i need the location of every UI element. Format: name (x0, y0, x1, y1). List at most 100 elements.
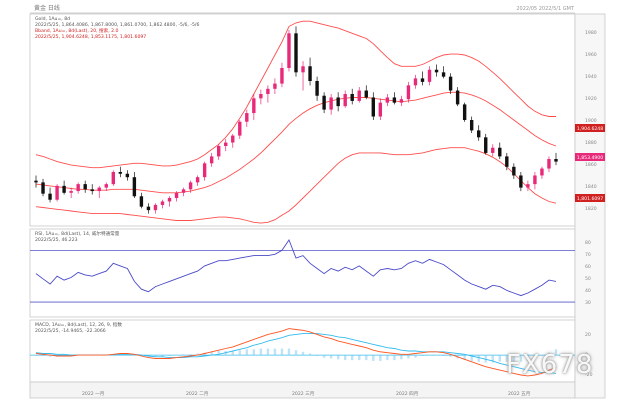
candle-body (224, 142, 228, 146)
macd-panel (29, 319, 576, 383)
macd-legend-line: 2022/5/25, -14.9465, -22.3066 (35, 328, 106, 334)
candle-body (533, 175, 537, 185)
macd-histogram-bar (400, 355, 403, 360)
candle-body (336, 97, 340, 107)
rsi-legend: RSI, 1Au=, 8d(Last), 14, 威尔特通常量 2022/5/2… (35, 230, 120, 243)
macd-histogram-bar (343, 355, 347, 361)
candle-body (188, 182, 193, 190)
macd-histogram-bar (526, 355, 530, 361)
candle-body (202, 163, 207, 178)
macd-histogram-bar (238, 350, 241, 356)
candle-body (505, 156, 509, 167)
candle-body (146, 206, 151, 211)
macd-histogram-bar (336, 355, 340, 360)
macd-histogram-bar (266, 348, 270, 356)
x-axis-months: 2022 一月 2022 二月 2022 三月 2022 四月 2022 五月 (82, 391, 530, 397)
candle-body (83, 184, 87, 190)
candle-body (547, 159, 551, 169)
macd-histogram-bar (358, 355, 361, 361)
main-y-tick: 1880 (585, 140, 597, 146)
macd-histogram-bar (505, 355, 509, 362)
rsi-panel (29, 228, 576, 318)
macd-histogram-bar (34, 355, 38, 356)
macd-histogram-bar (294, 350, 298, 356)
macd-histogram-bar (189, 354, 192, 356)
main-legend-line: Gold, 1Au=, 8d (35, 16, 70, 22)
candle-body (125, 173, 130, 178)
candle-body (41, 182, 45, 194)
macd-series (30, 328, 575, 377)
macd-histogram-bar (245, 349, 249, 356)
macd-histogram-bar (547, 352, 551, 356)
main-y-tick: 1920 (585, 96, 597, 102)
macd-histogram-bar (182, 354, 185, 356)
x-axis-month: 2022 三月 (292, 391, 314, 397)
macd-histogram-bar (372, 355, 375, 361)
rsi-legend-line: RSI, 1Au=, 8d(Last), 14, 威尔特通常量 (35, 230, 120, 237)
candle-body (512, 166, 516, 176)
last-price-tag: 1,853.4900 (575, 153, 605, 161)
candle-body (350, 94, 354, 101)
candle-body (231, 135, 235, 143)
candle-body (427, 69, 432, 82)
candle-body (76, 184, 80, 192)
rsi-y-tick: 50 (585, 276, 591, 282)
candle-body (181, 189, 186, 193)
rsi-line (35, 239, 557, 297)
candle-body (484, 137, 488, 153)
macd-y-tick: -20 (585, 372, 593, 378)
macd-histogram-bar (414, 355, 417, 358)
candle-body (378, 102, 383, 117)
macd-histogram-bar (273, 348, 277, 356)
macd-histogram-bar (41, 355, 45, 356)
candle-body (174, 192, 179, 198)
upper-band-tag: 1,904.6248 (575, 124, 605, 132)
candle-body (477, 130, 481, 138)
macd-histogram-bar (386, 355, 389, 361)
rsi-y-tick: 60 (585, 264, 591, 270)
header-date-range: 2022/05 2022/5/1 GMT (516, 6, 575, 12)
candle-body (315, 81, 319, 96)
macd-histogram-bar (231, 351, 234, 356)
macd-legend: MACD, 1Au=, 8d(Last), 12, 26, 9, 指数 2022… (35, 321, 122, 334)
main-legend-line: 2022/5/25, 1,864.4086, 1,867.8000, 1,861… (35, 22, 199, 28)
macd-histogram-bar (554, 349, 558, 356)
macd-histogram-bar (259, 348, 263, 356)
candle-body (195, 177, 200, 183)
macd-histogram-bar (442, 355, 445, 356)
macd-histogram-bar (470, 355, 473, 361)
candle-body (118, 172, 123, 174)
candle-body (462, 104, 467, 120)
candle-body (62, 185, 66, 193)
rsi-y-tick: 30 (585, 300, 591, 306)
main-panel (29, 13, 576, 227)
macd-histogram-bar (322, 355, 326, 358)
rsi-legend-line: 2022/5/25, 46.223 (35, 237, 78, 243)
candle-body (371, 97, 375, 117)
macd-histogram-bar (196, 353, 199, 356)
candle-body (287, 33, 291, 68)
candle-body (301, 66, 305, 73)
candlesticks (34, 26, 558, 214)
candle-body (153, 204, 158, 211)
macd-histogram-bar (533, 355, 537, 359)
candle-body (399, 99, 404, 103)
macd-histogram-bar (154, 355, 157, 357)
macd-histogram-bar (421, 355, 424, 356)
candle-body (167, 198, 172, 202)
rsi-y-ticks: 80 70 60 50 40 30 (585, 240, 591, 306)
last-price-tag-text: 1,853.4900 (577, 155, 603, 161)
macd-histogram-bar (540, 355, 544, 356)
main-y-tick: 1940 (585, 74, 597, 80)
macd-y-tick: 0 (585, 352, 588, 358)
candle-body (385, 97, 390, 103)
upper-band-tag-text: 1,904.6248 (577, 126, 603, 132)
candle-body (448, 76, 453, 91)
candle-body (259, 94, 263, 99)
candle-body (455, 90, 460, 105)
macd-histogram-bar (407, 355, 410, 359)
main-y-tick: 1840 (585, 184, 597, 190)
x-axis-month: 2022 五月 (508, 391, 530, 397)
main-y-tick: 1960 (585, 52, 597, 58)
macd-histogram-bar (393, 355, 396, 361)
